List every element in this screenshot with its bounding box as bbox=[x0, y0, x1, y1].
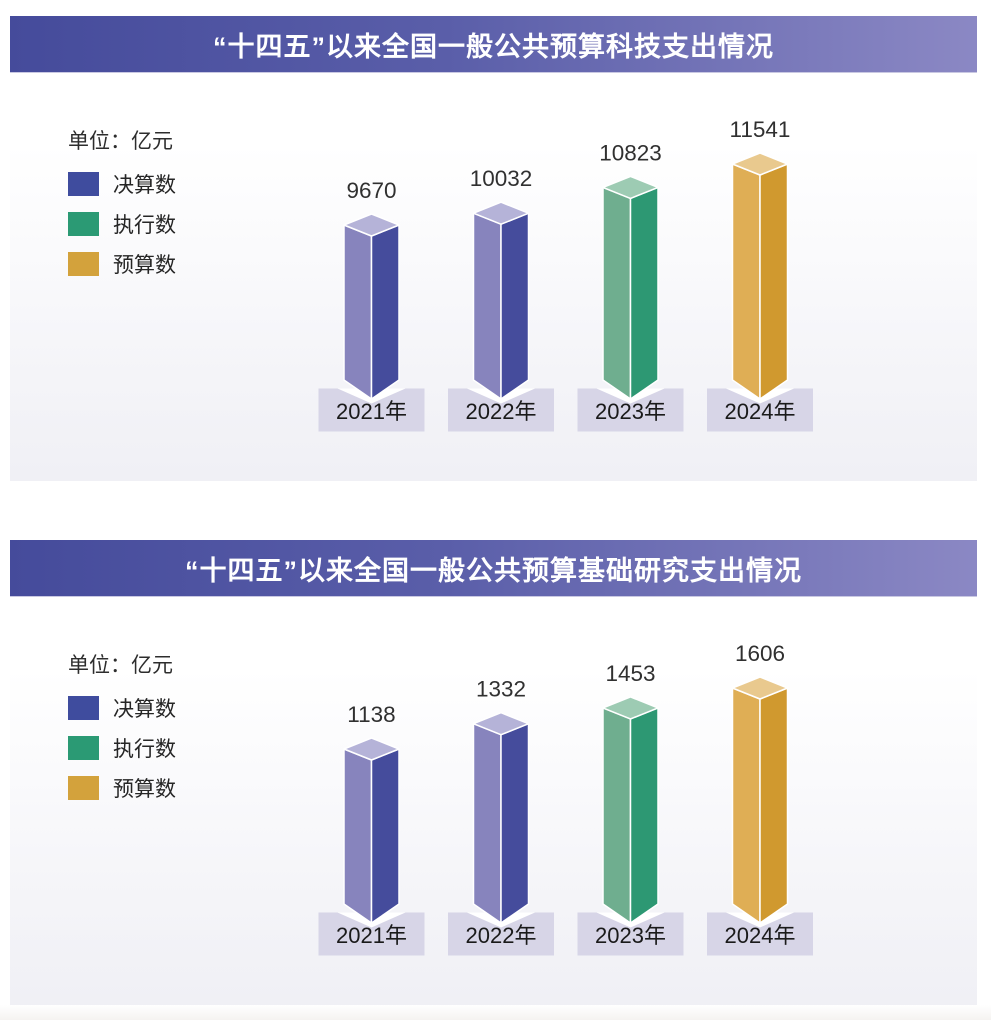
bar-top-face bbox=[472, 201, 530, 225]
bar-right-face bbox=[370, 748, 400, 924]
bar-top-face bbox=[343, 213, 400, 237]
chart-panel-basic-research-spending: “十四五”以来全国一般公共预算基础研究支出情况 单位：亿元 决算数 执行数 预算数 … bbox=[10, 538, 977, 1005]
bar-top-face bbox=[731, 152, 789, 176]
bar-value-label: 1332 bbox=[476, 677, 526, 702]
legend-item: 预算数 bbox=[68, 775, 176, 801]
bar-right-face bbox=[759, 163, 789, 400]
bar-left-face bbox=[731, 163, 761, 400]
year-label: 2023年 bbox=[595, 923, 666, 948]
bar-left-face bbox=[472, 212, 502, 400]
bar-right-face bbox=[500, 722, 530, 924]
legend-item: 执行数 bbox=[68, 735, 176, 761]
bar-left-face bbox=[602, 186, 632, 400]
bar-value-label: 1606 bbox=[735, 641, 785, 666]
chart-title-bar: “十四五”以来全国一般公共预算基础研究支出情况 bbox=[10, 540, 977, 597]
legend-swatch bbox=[68, 171, 99, 196]
chart-title-bar: “十四五”以来全国一般公共预算科技支出情况 bbox=[10, 16, 977, 73]
year-label: 2022年 bbox=[466, 399, 537, 424]
bar-top-face bbox=[602, 696, 659, 720]
legend-label: 执行数 bbox=[113, 213, 176, 237]
bar-chart-canvas: 1138 2021年 1332 2022年 1453 2023年 1606 2024年 bbox=[318, 641, 813, 956]
bar-left-face bbox=[472, 722, 502, 924]
chart-title: “十四五”以来全国一般公共预算科技支出情况 bbox=[213, 31, 774, 62]
bar-value-label: 9670 bbox=[346, 178, 396, 203]
legend-label: 预算数 bbox=[113, 253, 176, 277]
legend-item: 决算数 bbox=[68, 695, 176, 721]
bar-top-face bbox=[731, 676, 789, 700]
bar-left-face bbox=[343, 748, 373, 924]
chart-panel-tech-spending: “十四五”以来全国一般公共预算科技支出情况 单位：亿元 决算数执行数预算数 96… bbox=[10, 14, 977, 481]
year-label: 2021年 bbox=[336, 399, 407, 424]
bar-value-label: 11541 bbox=[730, 117, 791, 142]
legend-label: 决算数 bbox=[113, 697, 176, 721]
year-label: 2021年 bbox=[336, 923, 407, 948]
legend: 决算数 执行数 预算数 bbox=[68, 171, 176, 291]
year-label: 2022年 bbox=[466, 923, 537, 948]
legend: 决算数 执行数 预算数 bbox=[68, 695, 176, 815]
bar-left-face bbox=[602, 707, 632, 924]
bar-right-face bbox=[629, 707, 659, 924]
bar-plot: 1138 2021年 1332 2022年 1453 2023年 1606 2024年 bbox=[10, 538, 977, 1005]
bar-value-label: 10032 bbox=[470, 166, 533, 191]
bar-value-label: 10823 bbox=[599, 140, 662, 165]
year-label: 2023年 bbox=[595, 399, 666, 424]
bar-left-face bbox=[343, 224, 373, 400]
legend-label: 执行数 bbox=[113, 737, 176, 761]
legend-item: 预算数 bbox=[68, 251, 176, 277]
bar-top-face bbox=[602, 175, 659, 200]
bar-right-face bbox=[370, 224, 400, 400]
legend-swatch bbox=[68, 211, 99, 236]
bar-chart-canvas: 9670 2021年 10032 2022年 10823 2023年 11541 2024年 bbox=[318, 117, 813, 432]
chart-title: “十四五”以来全国一般公共预算基础研究支出情况 bbox=[185, 555, 802, 586]
legend-item: 决算数 bbox=[68, 171, 176, 197]
legend-swatch bbox=[68, 775, 99, 800]
legend-item: 执行数 bbox=[68, 211, 176, 237]
legend-label: 预算数 bbox=[113, 777, 176, 801]
bar-value-label: 1453 bbox=[605, 661, 655, 686]
legend-swatch bbox=[68, 695, 99, 720]
bar-right-face bbox=[629, 186, 659, 400]
unit-label: 单位：亿元 bbox=[68, 130, 173, 153]
bar-value-label: 1138 bbox=[347, 702, 395, 727]
legend-swatch bbox=[68, 251, 99, 276]
bar-right-face bbox=[500, 212, 530, 400]
year-label: 2024年 bbox=[725, 399, 796, 424]
bar-top-face bbox=[343, 737, 400, 761]
legend-swatch bbox=[68, 735, 99, 760]
bar-plot: 9670 2021年 10032 2022年 10823 2023年 11541 2024年 bbox=[10, 14, 977, 481]
bar-left-face bbox=[731, 687, 761, 924]
bar-right-face bbox=[759, 687, 789, 924]
legend-label: 决算数 bbox=[113, 173, 176, 197]
unit-label: 单位：亿元 bbox=[68, 654, 173, 677]
year-label: 2024年 bbox=[725, 923, 796, 948]
bar-top-face bbox=[472, 711, 530, 736]
page-bottom-fade bbox=[0, 1005, 991, 1020]
